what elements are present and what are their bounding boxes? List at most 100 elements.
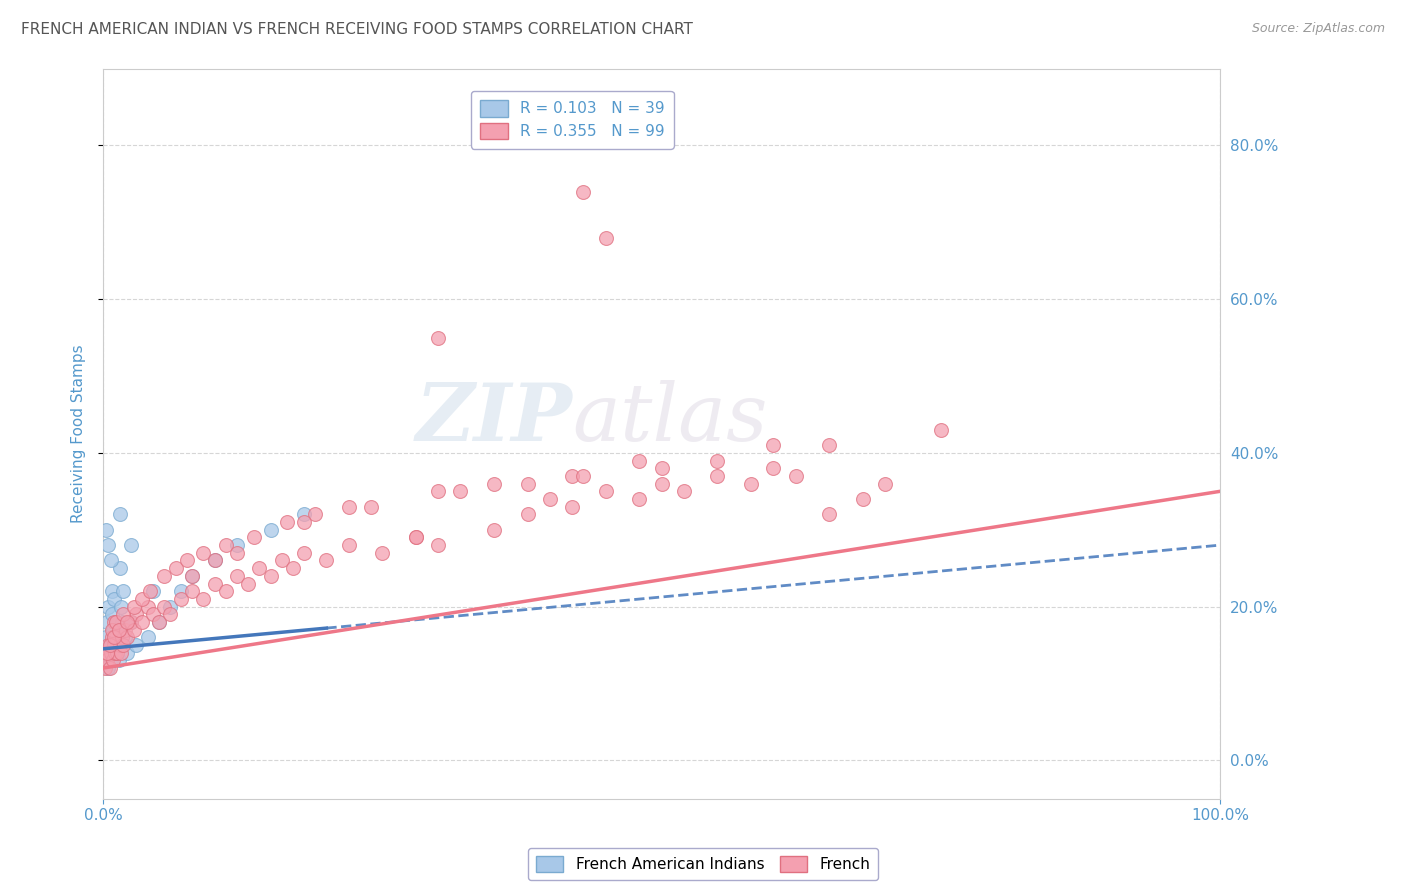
Point [672, 484, 695, 499]
Point [193, 591, 215, 606]
Point [538, 491, 561, 506]
Point [117, 646, 139, 660]
Point [561, 500, 583, 514]
Point [100, 553, 122, 567]
Point [204, 553, 226, 567]
Point [105, 631, 128, 645]
Point [628, 491, 651, 506]
Point [142, 607, 165, 622]
Point [103, 631, 125, 645]
Legend: R = 0.103   N = 39, R = 0.355   N = 99: R = 0.103 N = 39, R = 0.355 N = 99 [471, 91, 673, 148]
Point [120, 615, 142, 629]
Point [131, 591, 153, 606]
Point [94, 661, 117, 675]
Point [875, 476, 897, 491]
Point [628, 453, 651, 467]
Point [852, 491, 875, 506]
Point [103, 638, 125, 652]
Point [100, 653, 122, 667]
Point [929, 423, 952, 437]
Point [96, 631, 118, 645]
Point [247, 561, 270, 575]
Point [101, 607, 124, 622]
Point [785, 469, 807, 483]
Point [281, 561, 304, 575]
Point [131, 615, 153, 629]
Text: FRENCH AMERICAN INDIAN VS FRENCH RECEIVING FOOD STAMPS CORRELATION CHART: FRENCH AMERICAN INDIAN VS FRENCH RECEIVI… [21, 22, 693, 37]
Point [450, 484, 472, 499]
Point [226, 538, 249, 552]
Point [136, 631, 159, 645]
Point [427, 538, 450, 552]
Point [427, 484, 450, 499]
Point [706, 469, 728, 483]
Point [111, 638, 134, 652]
Point [107, 638, 129, 652]
Point [103, 591, 125, 606]
Point [97, 638, 120, 652]
Text: Source: ZipAtlas.com: Source: ZipAtlas.com [1251, 22, 1385, 36]
Point [122, 599, 145, 614]
Point [170, 591, 193, 606]
Text: atlas: atlas [572, 380, 768, 458]
Point [215, 584, 238, 599]
Point [292, 515, 315, 529]
Point [165, 561, 187, 575]
Point [360, 500, 382, 514]
Point [595, 484, 617, 499]
Point [516, 476, 538, 491]
Point [176, 553, 198, 567]
Point [482, 476, 505, 491]
Point [270, 553, 292, 567]
Point [110, 599, 132, 614]
Point [108, 638, 131, 652]
Point [117, 615, 139, 629]
Point [405, 530, 427, 544]
Point [818, 438, 841, 452]
Point [98, 661, 121, 675]
Point [181, 569, 204, 583]
Point [153, 569, 176, 583]
Point [371, 546, 394, 560]
Point [105, 615, 128, 629]
Point [292, 546, 315, 560]
Point [108, 508, 131, 522]
Point [96, 646, 118, 660]
Point [136, 599, 159, 614]
Point [98, 638, 121, 652]
Point [427, 330, 450, 344]
Point [572, 185, 595, 199]
Point [193, 546, 215, 560]
Point [159, 607, 181, 622]
Point [97, 661, 120, 675]
Point [292, 508, 315, 522]
Point [304, 508, 326, 522]
Point [595, 230, 617, 244]
Point [110, 646, 132, 660]
Point [139, 584, 162, 599]
Point [100, 646, 122, 660]
Point [762, 438, 785, 452]
Point [482, 523, 505, 537]
Point [170, 584, 193, 599]
Point [111, 615, 134, 629]
Point [142, 584, 165, 599]
Point [104, 646, 127, 660]
Point [101, 623, 124, 637]
Point [107, 646, 129, 660]
Point [740, 476, 762, 491]
Point [159, 599, 181, 614]
Point [148, 615, 170, 629]
Point [762, 461, 785, 475]
Point [125, 607, 148, 622]
Point [96, 653, 118, 667]
Point [111, 584, 134, 599]
Point [561, 469, 583, 483]
Point [259, 569, 281, 583]
Point [259, 523, 281, 537]
Point [226, 546, 249, 560]
Point [706, 453, 728, 467]
Point [98, 638, 121, 652]
Point [111, 631, 134, 645]
Point [516, 508, 538, 522]
